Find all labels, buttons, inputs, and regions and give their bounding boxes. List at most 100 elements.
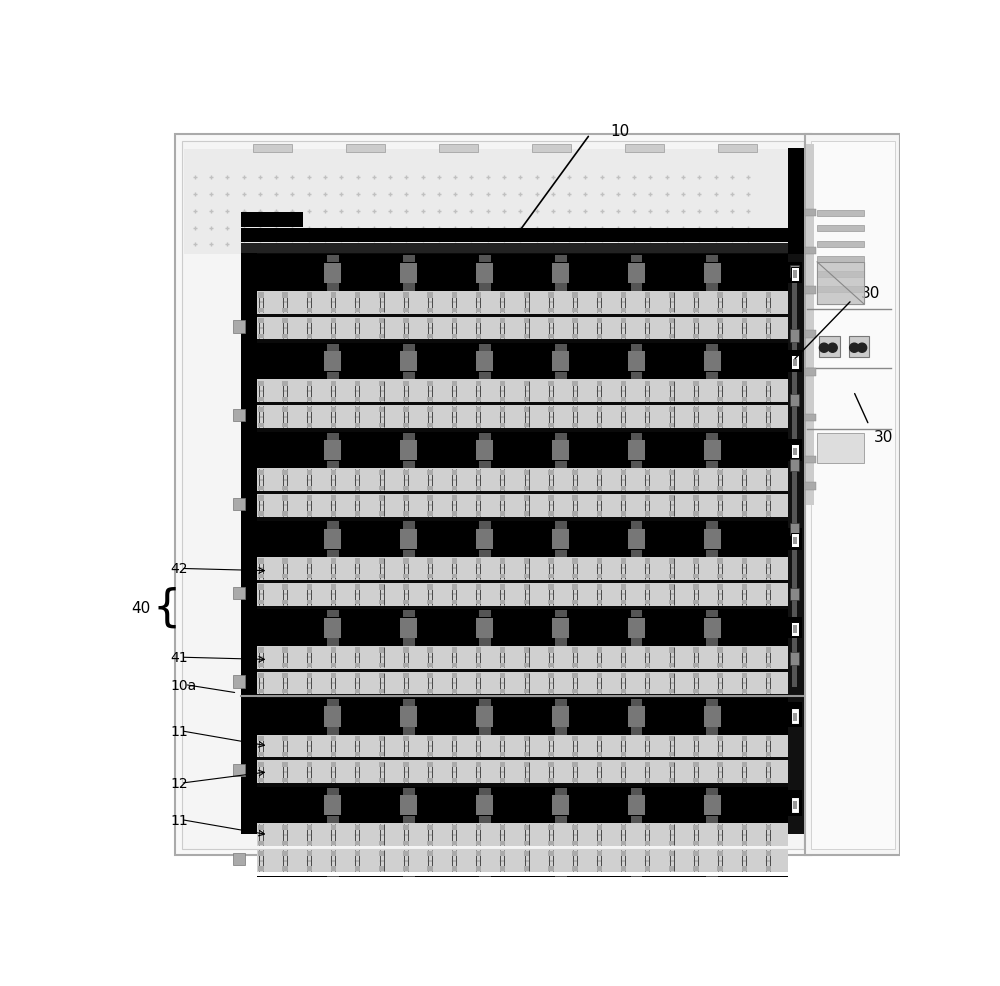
Bar (597, 470, 602, 475)
Bar (790, 394, 799, 407)
Bar (805, 209, 816, 217)
Bar (548, 293, 554, 298)
Bar (258, 930, 264, 934)
Text: 41: 41 (170, 651, 188, 665)
Bar (548, 496, 554, 502)
Bar (476, 930, 481, 934)
Bar (597, 585, 602, 590)
Bar (379, 825, 384, 830)
Bar (379, 397, 384, 401)
Bar (327, 550, 339, 557)
Bar (241, 253, 788, 834)
Bar (766, 600, 771, 604)
Bar (427, 293, 433, 298)
Bar (532, 145, 571, 153)
Bar (355, 737, 360, 741)
Bar (476, 778, 481, 782)
Bar (452, 496, 457, 502)
Bar (479, 255, 491, 263)
Bar (704, 973, 721, 986)
Bar (693, 600, 699, 604)
Bar (452, 867, 457, 871)
Bar (597, 825, 602, 830)
Bar (669, 841, 674, 845)
Bar (766, 762, 771, 767)
Bar (572, 407, 578, 413)
Bar (500, 309, 505, 313)
Bar (327, 728, 339, 735)
Bar (379, 575, 384, 579)
Bar (572, 486, 578, 490)
Bar (479, 965, 491, 972)
Bar (552, 796, 569, 815)
Bar (479, 522, 491, 529)
Bar (548, 841, 554, 845)
Bar (621, 407, 626, 413)
Bar (379, 867, 384, 871)
Bar (717, 940, 723, 945)
Bar (427, 318, 433, 324)
Bar (524, 486, 529, 490)
Bar (790, 265, 799, 278)
Bar (476, 309, 481, 313)
Bar (500, 841, 505, 845)
Bar (669, 689, 674, 693)
Bar (403, 433, 415, 441)
Bar (669, 673, 674, 678)
Bar (766, 940, 771, 945)
Bar (766, 486, 771, 490)
Bar (524, 496, 529, 502)
Bar (669, 318, 674, 324)
Bar (717, 689, 723, 693)
Bar (355, 930, 360, 934)
Bar (742, 559, 747, 564)
Bar (548, 575, 554, 579)
Bar (241, 244, 788, 253)
Bar (476, 470, 481, 475)
Text: 42: 42 (170, 562, 187, 576)
Bar (282, 407, 288, 413)
Bar (621, 913, 626, 919)
Bar (452, 737, 457, 741)
Bar (742, 673, 747, 678)
Bar (788, 253, 804, 834)
Bar (555, 255, 567, 263)
Bar (476, 737, 481, 741)
Bar (706, 877, 718, 883)
Bar (572, 955, 578, 959)
Bar (621, 762, 626, 767)
Bar (500, 664, 505, 668)
Bar (572, 397, 578, 401)
Bar (548, 585, 554, 590)
Bar (307, 559, 312, 564)
Bar (476, 913, 481, 919)
Bar (282, 913, 288, 919)
Bar (327, 344, 339, 352)
Bar (307, 382, 312, 387)
Bar (307, 752, 312, 756)
Bar (669, 496, 674, 502)
Bar (849, 336, 869, 358)
Bar (524, 825, 529, 830)
Bar (793, 713, 797, 721)
Bar (403, 318, 409, 324)
Bar (621, 600, 626, 604)
Bar (645, 423, 650, 427)
Bar (400, 973, 417, 986)
Bar (717, 318, 723, 324)
Bar (621, 825, 626, 830)
Bar (258, 913, 264, 919)
Bar (476, 762, 481, 767)
Bar (476, 648, 481, 653)
Bar (331, 575, 336, 579)
Bar (327, 433, 339, 441)
Bar (788, 262, 802, 284)
Bar (524, 867, 529, 871)
Bar (257, 849, 788, 872)
Bar (742, 309, 747, 313)
Bar (572, 825, 578, 830)
Bar (572, 575, 578, 579)
Bar (331, 689, 336, 693)
Bar (403, 334, 409, 338)
Polygon shape (817, 262, 864, 305)
